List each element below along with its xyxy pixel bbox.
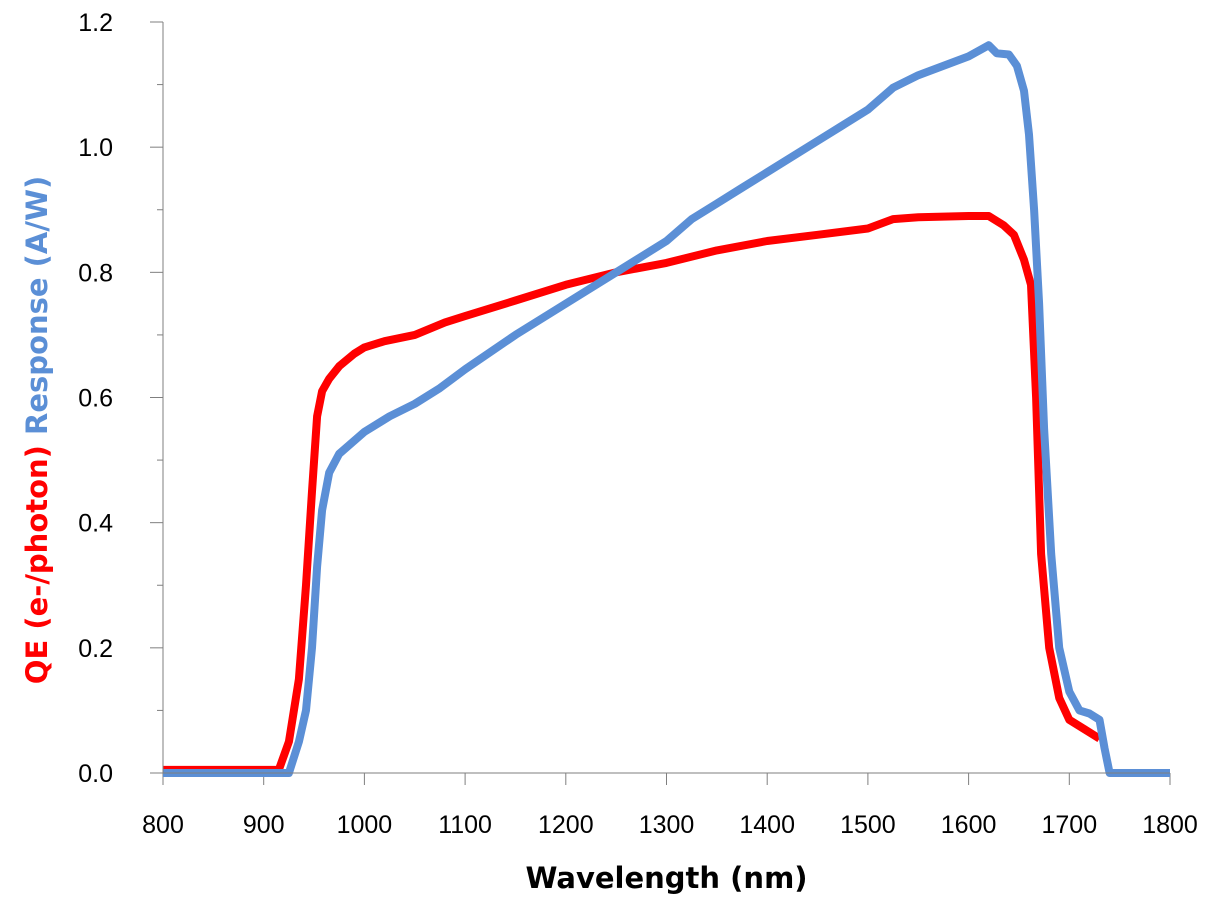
x-tick-label: 1100 xyxy=(438,811,492,839)
y-tick-label: 0.8 xyxy=(78,259,113,287)
series-line-qe xyxy=(163,212,1102,774)
y-tick-label: 1.0 xyxy=(78,134,113,162)
x-tick-label: 1000 xyxy=(337,811,393,839)
y-axis-title: QE (e-/photon) Response (A/W) xyxy=(20,176,54,684)
y-axis-title-qe: QE (e-/photon) xyxy=(20,445,54,684)
x-tick-label: 900 xyxy=(243,811,285,839)
x-tick-label: 1600 xyxy=(941,811,997,839)
x-axis-title: Wavelength (nm) xyxy=(525,861,807,895)
x-tick-label: 1700 xyxy=(1041,811,1097,839)
y-tick-label: 0.2 xyxy=(78,635,113,663)
x-tick-label: 1300 xyxy=(639,811,695,839)
x-tick-label: 1500 xyxy=(840,811,896,839)
series-line-response xyxy=(163,41,1170,777)
y-axis-title-response: Response (A/W) xyxy=(20,176,54,435)
series-layer xyxy=(163,41,1170,777)
y-axis-ticks: 0.0 0.2 0.4 0.6 0.8 1.0 1.2 xyxy=(78,9,163,788)
x-tick-label: 1400 xyxy=(739,811,795,839)
x-axis-ticks: 800 900 1000 1100 1200 1300 1400 1500 1600 1700 18… xyxy=(142,773,1198,839)
y-tick-label: 1.2 xyxy=(78,9,113,37)
y-tick-label: 0.6 xyxy=(78,385,113,413)
x-tick-label: 1800 xyxy=(1142,811,1198,839)
y-tick-label: 0.4 xyxy=(78,510,113,538)
y-tick-label: 0.0 xyxy=(78,760,113,788)
x-tick-label: 800 xyxy=(142,811,184,839)
x-tick-label: 1200 xyxy=(538,811,594,839)
